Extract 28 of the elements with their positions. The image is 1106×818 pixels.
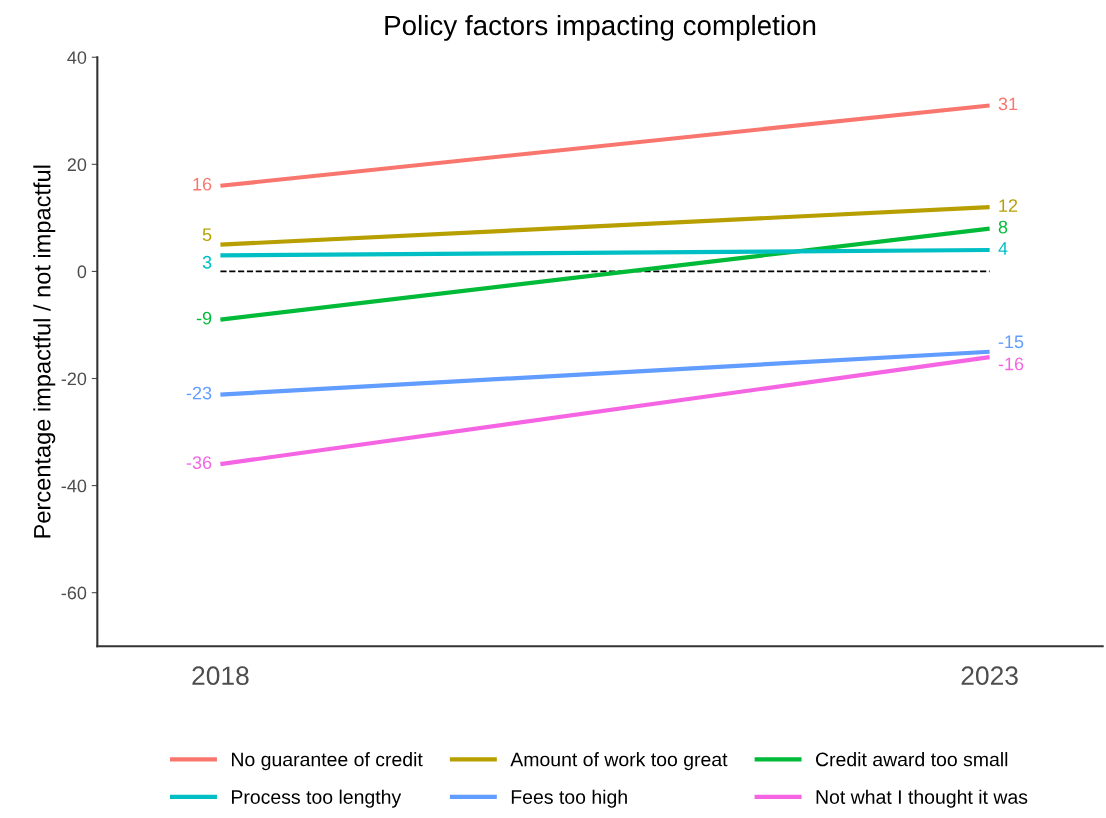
y-tick-label: -20	[61, 372, 87, 386]
data-label: -36	[186, 456, 212, 470]
legend-label: Process too lengthy	[232, 789, 402, 808]
data-label: 16	[193, 177, 212, 191]
y-tick-label: 40	[67, 51, 87, 64]
data-label: 5	[202, 228, 212, 242]
legend-label: Credit award too small	[816, 752, 1008, 767]
data-label: 12	[999, 199, 1018, 212]
data-label: 4	[998, 242, 1008, 255]
y-tick-label: -40	[61, 479, 87, 493]
chart-title: Policy factors impacting completion	[385, 14, 816, 41]
y-axis-title: Percentage impactful / not impactful	[33, 165, 56, 538]
data-label: -23	[186, 386, 212, 400]
y-tick-label: 0	[77, 265, 87, 279]
legend-label: Not what I thought it was	[816, 789, 1028, 808]
data-label: 3	[202, 255, 212, 269]
data-label: 8	[998, 220, 1008, 234]
legend-label: Fees too high	[511, 789, 627, 808]
data-label: -15	[998, 335, 1024, 349]
x-tick-label: 2023	[961, 666, 1018, 686]
y-tick-label: 20	[67, 158, 87, 172]
legend-label: Amount of work too great	[510, 752, 728, 771]
legend-label: No guarantee of credit	[232, 752, 423, 771]
x-tick-label: 2018	[192, 666, 249, 686]
data-label: 31	[998, 97, 1018, 111]
data-label: -9	[196, 311, 212, 325]
data-label: -16	[998, 357, 1024, 371]
y-tick-label: -60	[61, 586, 87, 600]
